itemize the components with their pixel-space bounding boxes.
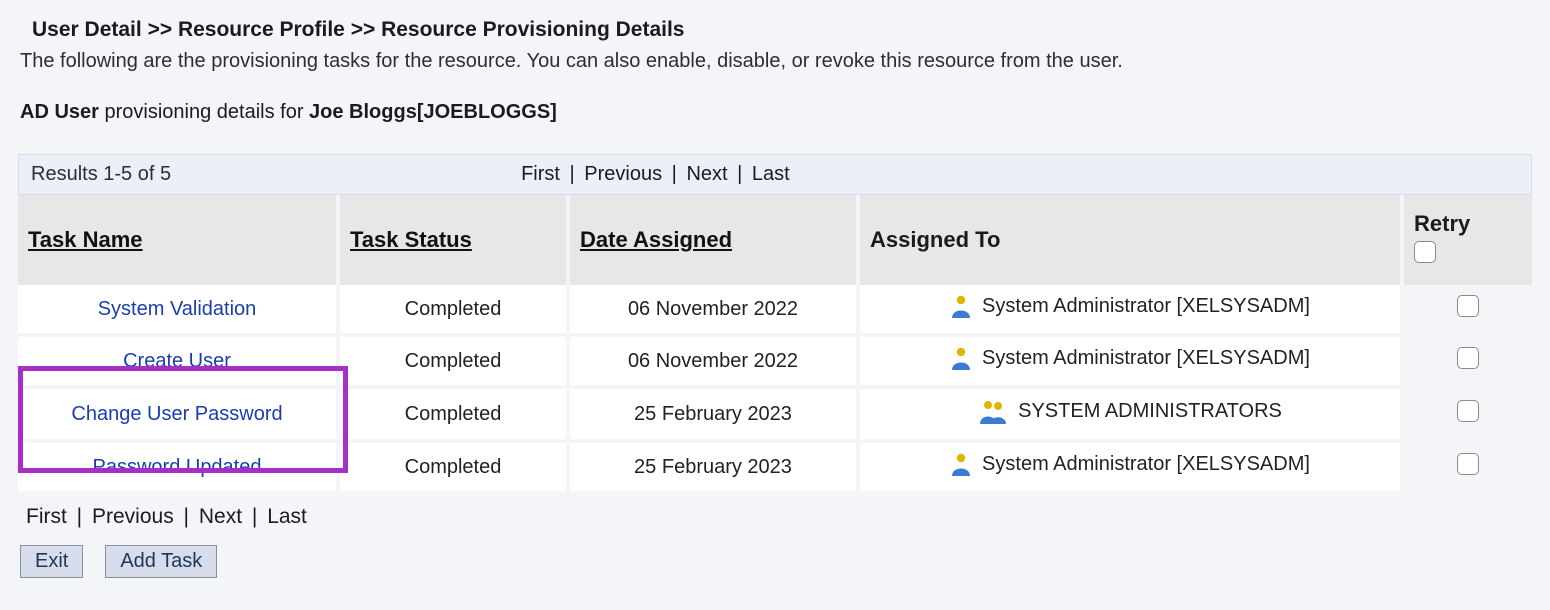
breadcrumb-part1: User Detail xyxy=(32,18,142,41)
pager-top: First | Previous | Next | Last xyxy=(521,163,790,186)
task-name-link[interactable]: Password Updated xyxy=(93,456,262,478)
cell-assigned-to: System Administrator [XELSYSADM] xyxy=(858,335,1402,387)
action-buttons: Exit Add Task xyxy=(18,545,1532,578)
retry-checkbox[interactable] xyxy=(1457,453,1479,475)
retry-checkbox[interactable] xyxy=(1457,347,1479,369)
pager-previous-bottom[interactable]: Previous xyxy=(92,505,174,528)
assigned-to-text: SYSTEM ADMINISTRATORS xyxy=(1018,400,1282,423)
cell-assigned-to: System Administrator [XELSYSADM] xyxy=(858,441,1402,493)
table-header-row: Task Name Task Status Date Assigned Assi… xyxy=(18,195,1532,285)
breadcrumb-part3: Resource Provisioning Details xyxy=(381,18,684,41)
resource-name: AD User xyxy=(20,101,99,123)
cell-task-status: Completed xyxy=(338,387,568,441)
person-icon xyxy=(950,294,972,318)
task-name-link[interactable]: System Validation xyxy=(98,298,257,320)
col-retry-label: Retry xyxy=(1414,211,1470,236)
cell-task-status: Completed xyxy=(338,335,568,387)
breadcrumb-sep2: >> xyxy=(351,18,376,41)
col-task-name-link[interactable]: Task Name xyxy=(28,227,143,252)
cell-retry xyxy=(1402,387,1532,441)
pager-first-top[interactable]: First xyxy=(521,163,560,185)
pager-sep: | xyxy=(566,163,579,185)
cell-task-name: System Validation xyxy=(18,285,338,335)
retry-checkbox[interactable] xyxy=(1457,295,1479,317)
pager-bottom: First | Previous | Next | Last xyxy=(18,495,1532,545)
results-bar: Results 1-5 of 5 First | Previous | Next… xyxy=(18,154,1532,195)
cell-task-name: Password Updated xyxy=(18,441,338,493)
cell-assigned-to: System Administrator [XELSYSADM] xyxy=(858,285,1402,335)
assigned-to-text: System Administrator [XELSYSADM] xyxy=(982,347,1310,370)
cell-date-assigned: 25 February 2023 xyxy=(568,387,858,441)
col-task-status-link[interactable]: Task Status xyxy=(350,227,472,252)
pager-sep: | xyxy=(180,505,193,528)
provisioning-mid: provisioning details for xyxy=(99,101,309,123)
table-row: Password Updated Completed25 February 202… xyxy=(18,441,1532,493)
cell-task-status: Completed xyxy=(338,441,568,493)
pager-previous-top[interactable]: Previous xyxy=(584,163,662,185)
pager-last-top[interactable]: Last xyxy=(752,163,790,185)
pager-sep: | xyxy=(668,163,681,185)
cell-assigned-to: SYSTEM ADMINISTRATORS xyxy=(858,387,1402,441)
target-user: Joe Bloggs[JOEBLOGGS] xyxy=(309,101,557,123)
col-task-name[interactable]: Task Name xyxy=(18,195,338,285)
cell-retry xyxy=(1402,441,1532,493)
col-task-status[interactable]: Task Status xyxy=(338,195,568,285)
task-name-link[interactable]: Change User Password xyxy=(71,403,282,425)
cell-task-name: Change User Password xyxy=(18,387,338,441)
col-retry: Retry xyxy=(1402,195,1532,285)
pager-first-bottom[interactable]: First xyxy=(26,505,67,528)
col-date-assigned-link[interactable]: Date Assigned xyxy=(580,227,732,252)
results-count: Results 1-5 of 5 xyxy=(31,163,171,186)
assigned-to-text: System Administrator [XELSYSADM] xyxy=(982,295,1310,318)
pager-sep: | xyxy=(248,505,261,528)
cell-date-assigned: 06 November 2022 xyxy=(568,335,858,387)
breadcrumb-part2: Resource Profile xyxy=(178,18,345,41)
pager-last-bottom[interactable]: Last xyxy=(267,505,307,528)
breadcrumb: User Detail >> Resource Profile >> Resou… xyxy=(18,18,1532,42)
breadcrumb-sep1: >> xyxy=(148,18,173,41)
cell-retry xyxy=(1402,335,1532,387)
table-row: Change User Password Completed25 February… xyxy=(18,387,1532,441)
pager-sep: | xyxy=(733,163,746,185)
pager-sep: | xyxy=(73,505,86,528)
cell-task-status: Completed xyxy=(338,285,568,335)
exit-button[interactable]: Exit xyxy=(20,545,83,578)
col-date-assigned[interactable]: Date Assigned xyxy=(568,195,858,285)
cell-retry xyxy=(1402,285,1532,335)
page-description: The following are the provisioning tasks… xyxy=(18,50,1532,73)
cell-date-assigned: 06 November 2022 xyxy=(568,285,858,335)
person-icon xyxy=(950,346,972,370)
pager-next-top[interactable]: Next xyxy=(686,163,727,185)
pager-next-bottom[interactable]: Next xyxy=(199,505,242,528)
cell-date-assigned: 25 February 2023 xyxy=(568,441,858,493)
table-row: Create User Completed06 November 2022 Syst… xyxy=(18,335,1532,387)
tasks-table: Task Name Task Status Date Assigned Assi… xyxy=(18,195,1532,495)
retry-select-all-checkbox[interactable] xyxy=(1414,241,1436,263)
person-icon xyxy=(950,452,972,476)
group-icon xyxy=(978,398,1008,424)
col-assigned-to: Assigned To xyxy=(858,195,1402,285)
cell-task-name: Create User xyxy=(18,335,338,387)
retry-checkbox[interactable] xyxy=(1457,400,1479,422)
task-name-link[interactable]: Create User xyxy=(123,350,231,372)
provisioning-line: AD User provisioning details for Joe Blo… xyxy=(18,101,1532,124)
table-row: System Validation Completed06 November 20… xyxy=(18,285,1532,335)
add-task-button[interactable]: Add Task xyxy=(105,545,217,578)
assigned-to-text: System Administrator [XELSYSADM] xyxy=(982,453,1310,476)
